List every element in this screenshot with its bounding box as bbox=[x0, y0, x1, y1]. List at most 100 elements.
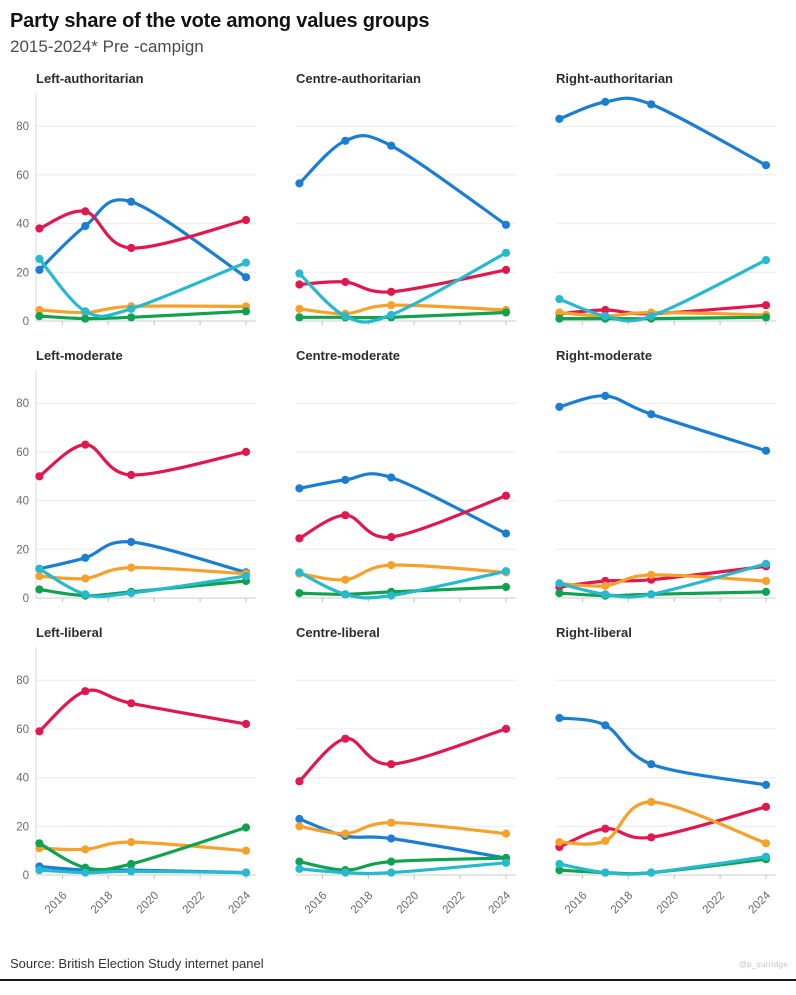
green-point bbox=[127, 313, 136, 322]
blue-point bbox=[647, 100, 656, 109]
red-line bbox=[297, 494, 508, 540]
cyan-point bbox=[35, 564, 44, 573]
orange-line bbox=[557, 573, 768, 588]
blue-point bbox=[81, 221, 90, 231]
x-tick-label: 2024 bbox=[747, 889, 774, 916]
green-point bbox=[241, 307, 251, 316]
y-tick-label: 60 bbox=[16, 170, 29, 182]
cyan-point bbox=[501, 858, 511, 867]
page-subtitle: 2015-2024* Pre -campign bbox=[10, 37, 204, 56]
x-tick-label: 2024 bbox=[487, 889, 514, 916]
blue-point bbox=[127, 537, 136, 547]
panel-title: Centre-liberal bbox=[296, 625, 380, 640]
blue-point bbox=[387, 141, 396, 150]
blue-point bbox=[295, 484, 304, 493]
line-chart-right-authoritarian bbox=[555, 96, 776, 325]
blue-point bbox=[295, 179, 304, 188]
x-tick-label: 2022 bbox=[441, 890, 468, 917]
x-tick-label: 2020 bbox=[135, 890, 162, 917]
green-point bbox=[127, 859, 136, 869]
y-tick-label: 20 bbox=[16, 821, 29, 833]
cyan-point bbox=[647, 590, 656, 599]
orange-point bbox=[387, 818, 396, 827]
x-tick-label: 2018 bbox=[349, 890, 376, 917]
cyan-point bbox=[761, 559, 771, 568]
source-note: Source: British Election Study internet … bbox=[10, 956, 264, 971]
chart-panel-right-liberal: Right-liberal 2016 2018 2020 2022 2024 bbox=[528, 625, 788, 940]
red-line bbox=[297, 727, 508, 783]
green-point bbox=[295, 857, 304, 866]
orange-point bbox=[647, 570, 656, 579]
cyan-point bbox=[35, 254, 44, 263]
orange-line bbox=[37, 565, 248, 581]
panel-title: Right-liberal bbox=[556, 625, 632, 640]
green-point bbox=[295, 313, 304, 322]
cyan-point bbox=[501, 248, 511, 257]
blue-point bbox=[555, 114, 564, 123]
green-point bbox=[35, 839, 44, 848]
orange-line bbox=[297, 563, 508, 582]
cyan-point bbox=[241, 572, 251, 581]
chart-panel-left-authoritarian: Left-authoritarian 0 20 40 60 80 bbox=[8, 71, 268, 338]
orange-line bbox=[37, 304, 248, 315]
y-tick-label: 60 bbox=[16, 447, 29, 459]
x-tick-label: 2022 bbox=[701, 890, 728, 917]
red-point bbox=[81, 687, 90, 696]
red-line bbox=[37, 209, 248, 250]
cyan-point bbox=[601, 312, 610, 321]
cyan-point bbox=[81, 590, 90, 599]
cyan-line bbox=[37, 567, 248, 599]
x-tick-label: 2018 bbox=[89, 890, 116, 917]
cyan-point bbox=[81, 868, 90, 877]
blue-point bbox=[387, 473, 396, 482]
panel-title: Left-authoritarian bbox=[36, 71, 144, 86]
bottom-rule bbox=[0, 979, 796, 981]
x-tick-label: 2020 bbox=[655, 890, 682, 917]
cyan-point bbox=[555, 295, 564, 304]
blue-point bbox=[555, 402, 564, 411]
orange-point bbox=[35, 572, 44, 581]
orange-point bbox=[35, 305, 44, 315]
orange-point bbox=[387, 561, 396, 570]
red-point bbox=[761, 301, 771, 310]
line-chart-right-moderate bbox=[555, 391, 776, 602]
orange-point bbox=[387, 301, 396, 310]
red-point bbox=[341, 277, 350, 287]
cyan-point bbox=[501, 567, 511, 576]
blue-point bbox=[387, 834, 396, 843]
red-point bbox=[295, 280, 304, 289]
green-line bbox=[37, 309, 248, 321]
panel-title: Left-liberal bbox=[36, 625, 103, 640]
blue-line bbox=[557, 394, 768, 453]
red-line bbox=[557, 564, 768, 589]
cyan-line bbox=[557, 855, 768, 876]
y-tick-label: 40 bbox=[16, 496, 29, 508]
blue-line bbox=[297, 134, 508, 227]
orange-point bbox=[601, 836, 610, 845]
y-tick-label: 0 bbox=[23, 870, 29, 882]
red-point bbox=[81, 207, 90, 216]
green-point bbox=[501, 582, 511, 592]
cyan-point bbox=[387, 868, 396, 877]
red-point bbox=[295, 534, 304, 543]
panel-title: Right-moderate bbox=[556, 348, 653, 363]
green-line bbox=[557, 315, 768, 321]
cyan-line bbox=[297, 861, 508, 876]
green-point bbox=[35, 312, 44, 321]
red-point bbox=[35, 472, 44, 481]
red-point bbox=[341, 734, 350, 743]
blue-point bbox=[81, 553, 90, 562]
panel-title: Centre-moderate bbox=[296, 348, 401, 363]
cyan-point bbox=[241, 868, 251, 877]
orange-point bbox=[761, 839, 771, 848]
blue-point bbox=[127, 197, 136, 206]
red-point bbox=[81, 440, 90, 449]
x-tick-label: 2016 bbox=[303, 890, 330, 917]
cyan-point bbox=[387, 591, 396, 600]
green-point bbox=[555, 866, 564, 875]
cyan-line bbox=[297, 569, 508, 600]
cyan-line bbox=[37, 257, 248, 318]
green-point bbox=[761, 587, 771, 596]
red-point bbox=[501, 724, 511, 733]
cyan-point bbox=[601, 868, 610, 877]
